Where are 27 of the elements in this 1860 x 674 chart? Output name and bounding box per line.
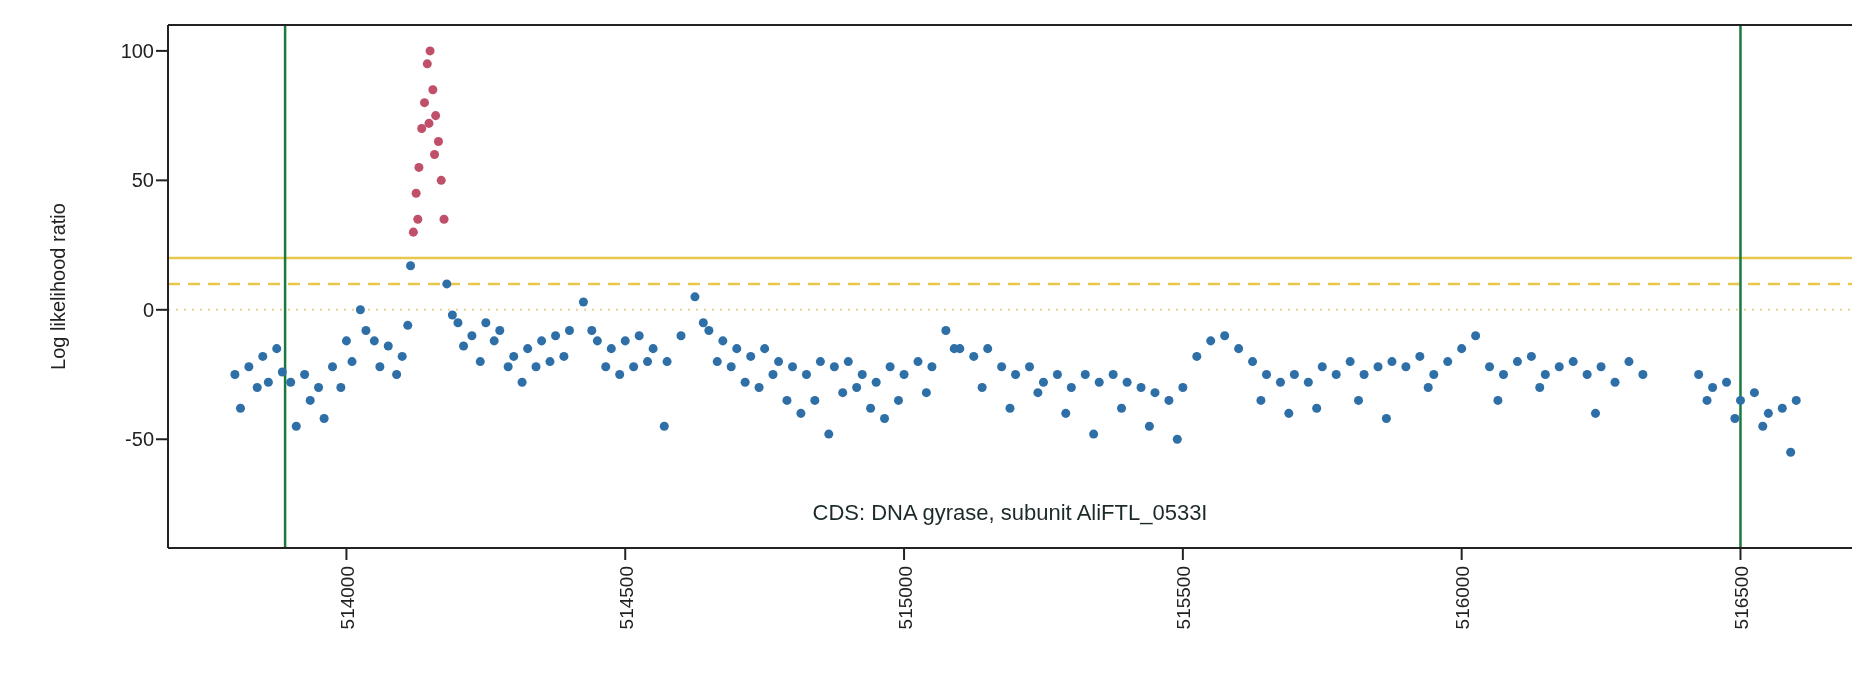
x-tick-label: 514000 (336, 566, 358, 630)
point (413, 214, 423, 224)
point (422, 59, 432, 69)
point (419, 98, 430, 108)
y-tick-label: 0 (142, 298, 154, 321)
point (417, 124, 427, 134)
x-tick-label: 515500 (1173, 566, 1195, 630)
y-axis-title: Log likelihood ratio (47, 203, 70, 370)
x-tick-label: 516500 (1730, 566, 1752, 630)
point (431, 111, 441, 121)
point (439, 214, 449, 224)
point (436, 175, 446, 185)
y-tick-label: -50 (125, 428, 154, 451)
point (428, 85, 438, 95)
point (433, 137, 443, 147)
x-tick-label: 515000 (894, 566, 916, 630)
y-tick-label: 50 (131, 169, 154, 192)
point (411, 188, 421, 198)
point (414, 162, 424, 172)
point (430, 149, 440, 159)
point (425, 46, 435, 56)
y-tick-label: 100 (120, 39, 154, 62)
annotation: CDS: DNA gyrase, subunit AliFTL_0533I (811, 500, 1209, 526)
x-tick-label: 516000 (1452, 566, 1474, 630)
x-tick-label: 514500 (615, 566, 637, 630)
point (424, 118, 434, 128)
point (408, 227, 418, 237)
